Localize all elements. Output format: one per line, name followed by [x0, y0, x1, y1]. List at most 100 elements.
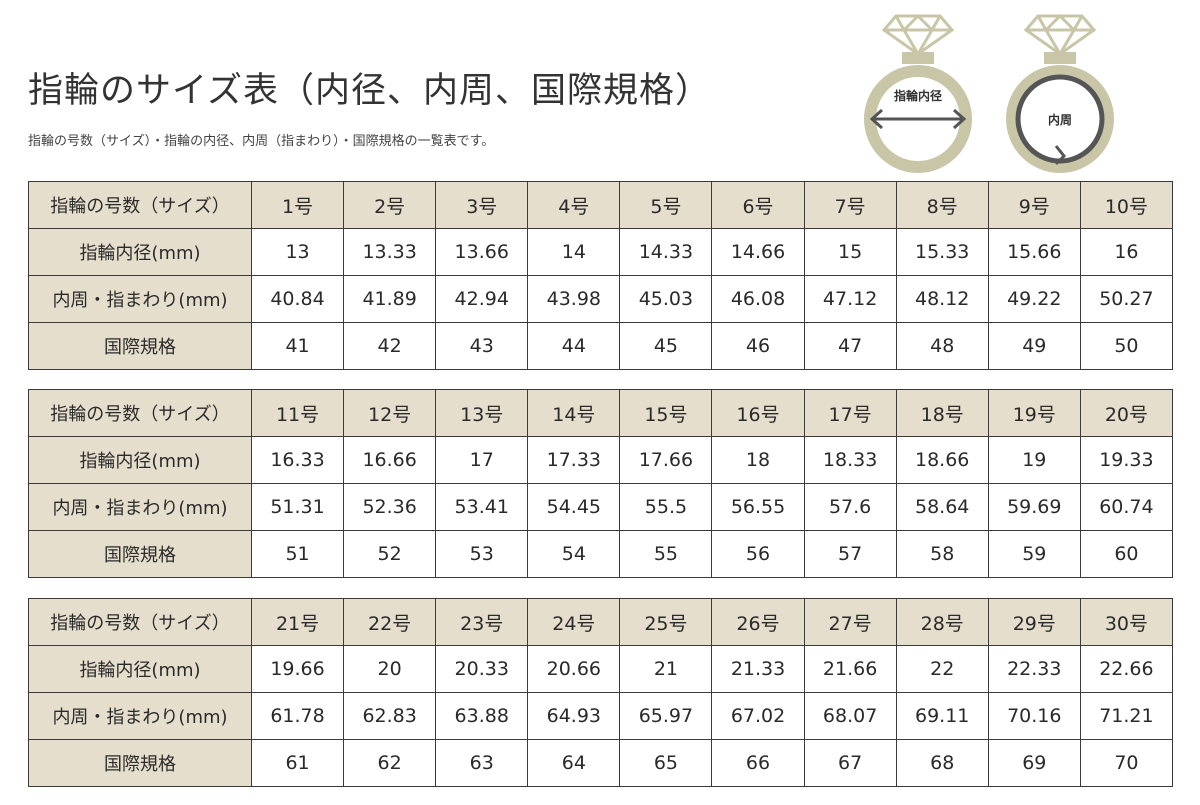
- table-cell: 23号: [435, 598, 529, 646]
- table-cell: 5号: [619, 181, 713, 229]
- table-cell: 46.08: [711, 275, 805, 323]
- table-cell: 18.66: [895, 436, 989, 484]
- table-cell: 22.33: [987, 645, 1081, 693]
- table-cell: 59.69: [987, 483, 1081, 531]
- table-cell: 3号: [435, 181, 529, 229]
- table-row-international: 国際規格 51 52 53 54 55 56 57 58 59 60: [28, 530, 1174, 578]
- table-cell: 1号: [250, 181, 345, 229]
- ring-diameter-illustration: 指輪内径: [864, 13, 972, 173]
- table-cell: 70.16: [987, 692, 1081, 740]
- table-cell: 43: [435, 322, 529, 370]
- table-cell: 18.33: [803, 436, 897, 484]
- table-cell: 12号: [343, 389, 437, 437]
- table-cell: 55.5: [619, 483, 713, 531]
- table-cell: 53: [435, 530, 529, 578]
- table-cell: 2号: [343, 181, 437, 229]
- table-cell: 44: [527, 322, 621, 370]
- table-cell: 69.11: [895, 692, 989, 740]
- table-cell: 16.66: [343, 436, 437, 484]
- table-row-international: 国際規格 41 42 43 44 45 46 47 48 49 50: [28, 322, 1174, 370]
- table-cell: 16.33: [250, 436, 345, 484]
- page-subtitle: 指輪の号数（サイズ）・指輪の内径、内周（指まわり）・国際規格の一覧表です。: [28, 134, 495, 149]
- table-cell: 61.78: [250, 692, 345, 740]
- table-cell: 27号: [803, 598, 897, 646]
- table-cell: 29号: [987, 598, 1081, 646]
- table-row-circumference: 内周・指まわり(mm) 51.31 52.36 53.41 54.45 55.5 56.55…: [28, 483, 1174, 531]
- table-cell: 43.98: [527, 275, 621, 323]
- table-row-inner-diameter: 指輪内径(mm) 16.33 16.66 17 17.33 17.66 18 18.33 18.…: [28, 436, 1174, 484]
- table-cell: 14: [527, 228, 621, 276]
- table-row-sizes: 指輪の号数（サイズ） 21号 22号 23号 24号 25号 26号 27号 28号 29号 30号: [28, 598, 1174, 646]
- table-cell: 48.12: [895, 275, 989, 323]
- table-row-sizes: 指輪の号数（サイズ） 11号 12号 13号 14号 15号 16号 17号 18号 19号 20号: [28, 389, 1174, 437]
- table-cell: 71.21: [1079, 692, 1174, 740]
- table-cell: 49: [987, 322, 1081, 370]
- table-cell: 63.88: [435, 692, 529, 740]
- table-cell: 68: [895, 739, 989, 787]
- table-cell: 41: [250, 322, 345, 370]
- table-cell: 16: [1079, 228, 1174, 276]
- table-cell: 15.33: [895, 228, 989, 276]
- table-cell: 55: [619, 530, 713, 578]
- table-cell: 69: [987, 739, 1081, 787]
- table-cell: 42.94: [435, 275, 529, 323]
- table-cell: 24号: [527, 598, 621, 646]
- table-cell: 56.55: [711, 483, 805, 531]
- ring-circumference-illustration: 内周: [1006, 13, 1114, 173]
- page-title: 指輪のサイズ表（内径、内周、国際規格）: [28, 71, 711, 111]
- table-cell: 50: [1079, 322, 1174, 370]
- row-label: 国際規格: [28, 530, 252, 578]
- table-cell: 42: [343, 322, 437, 370]
- table-cell: 66: [711, 739, 805, 787]
- table-cell: 17.66: [619, 436, 713, 484]
- table-cell: 13号: [435, 389, 529, 437]
- table-cell: 68.07: [803, 692, 897, 740]
- table-cell: 26号: [711, 598, 805, 646]
- row-label: 指輪の号数（サイズ）: [28, 181, 252, 229]
- table-cell: 64.93: [527, 692, 621, 740]
- table-cell: 51.31: [250, 483, 345, 531]
- table-cell: 25号: [619, 598, 713, 646]
- table-cell: 70: [1079, 739, 1174, 787]
- diameter-label: 指輪内径: [894, 88, 942, 103]
- table-cell: 14号: [527, 389, 621, 437]
- table-cell: 11号: [250, 389, 345, 437]
- table-cell: 64: [527, 739, 621, 787]
- table-row-circumference: 内周・指まわり(mm) 40.84 41.89 42.94 43.98 45.03 46.0…: [28, 275, 1174, 323]
- table-cell: 21.33: [711, 645, 805, 693]
- size-table-1: 指輪の号数（サイズ） 1号 2号 3号 4号 5号 6号 7号 8号 9号 10号 指輪内径(mm) 1…: [28, 181, 1174, 370]
- table-cell: 56: [711, 530, 805, 578]
- table-cell: 48: [895, 322, 989, 370]
- row-label: 国際規格: [28, 322, 252, 370]
- row-label: 指輪の号数（サイズ）: [28, 389, 252, 437]
- table-cell: 60.74: [1079, 483, 1174, 531]
- table-cell: 16号: [711, 389, 805, 437]
- table-cell: 47: [803, 322, 897, 370]
- table-cell: 57.6: [803, 483, 897, 531]
- table-row-international: 国際規格 61 62 63 64 65 66 67 68 69 70: [28, 739, 1174, 787]
- double-arrow-icon: [869, 108, 967, 130]
- table-cell: 62.83: [343, 692, 437, 740]
- table-cell: 14.66: [711, 228, 805, 276]
- table-cell: 41.89: [343, 275, 437, 323]
- table-cell: 54.45: [527, 483, 621, 531]
- table-cell: 62: [343, 739, 437, 787]
- row-label: 内周・指まわり(mm): [28, 692, 252, 740]
- table-cell: 17: [435, 436, 529, 484]
- table-cell: 20号: [1079, 389, 1174, 437]
- table-cell: 49.22: [987, 275, 1081, 323]
- circumference-label: 内周: [1048, 112, 1072, 127]
- table-cell: 67.02: [711, 692, 805, 740]
- table-cell: 13: [250, 228, 345, 276]
- row-label: 指輪内径(mm): [28, 645, 252, 693]
- table-cell: 21: [619, 645, 713, 693]
- table-cell: 10号: [1079, 181, 1174, 229]
- table-cell: 17号: [803, 389, 897, 437]
- table-cell: 21.66: [803, 645, 897, 693]
- row-label: 指輪内径(mm): [28, 228, 252, 276]
- table-cell: 59: [987, 530, 1081, 578]
- table-cell: 54: [527, 530, 621, 578]
- table-cell: 52.36: [343, 483, 437, 531]
- table-cell: 13.33: [343, 228, 437, 276]
- row-label: 内周・指まわり(mm): [28, 483, 252, 531]
